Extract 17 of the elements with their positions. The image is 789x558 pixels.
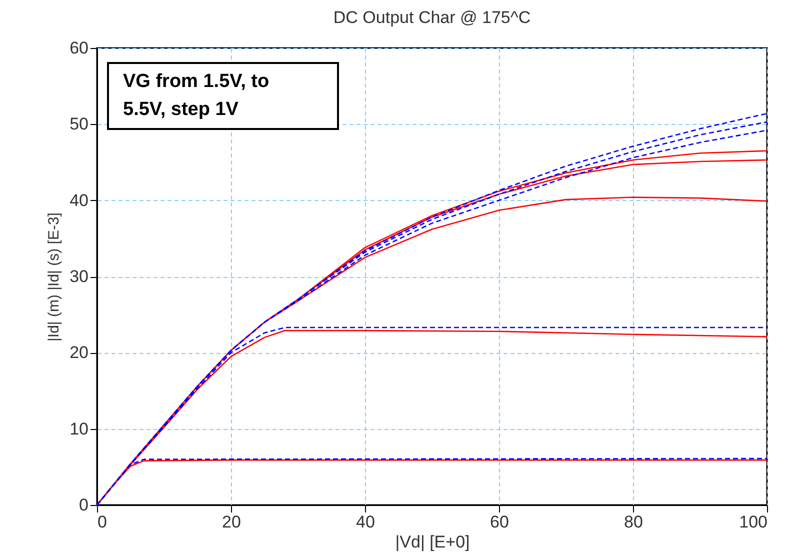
x-tick-label: 0 xyxy=(98,512,107,532)
x-tick-label: 100 xyxy=(739,512,768,532)
y-tick-label: 10 xyxy=(70,419,88,438)
x-tick-label: 40 xyxy=(356,512,375,532)
y-tick-label: 50 xyxy=(70,114,88,134)
chart-title: DC Output Char @ 175^C xyxy=(333,8,531,27)
x-tick-label: 20 xyxy=(222,512,241,532)
y-axis-title: |Id| (m) |Id| (s) [E-3] xyxy=(46,212,63,342)
x-axis-title: |Vd| [E+0] xyxy=(395,532,470,552)
x-tick-label: 80 xyxy=(624,512,643,532)
note-box: VG from 1.5V, to 5.5V, step 1V xyxy=(107,62,339,130)
y-tick-label: 0 xyxy=(79,496,88,514)
y-tick-label: 30 xyxy=(70,267,88,286)
y-tick-label: 60 xyxy=(70,38,88,58)
y-tick-label: 20 xyxy=(70,343,88,362)
x-tick-label: 60 xyxy=(490,512,509,532)
y-tick-label: 40 xyxy=(70,190,88,210)
